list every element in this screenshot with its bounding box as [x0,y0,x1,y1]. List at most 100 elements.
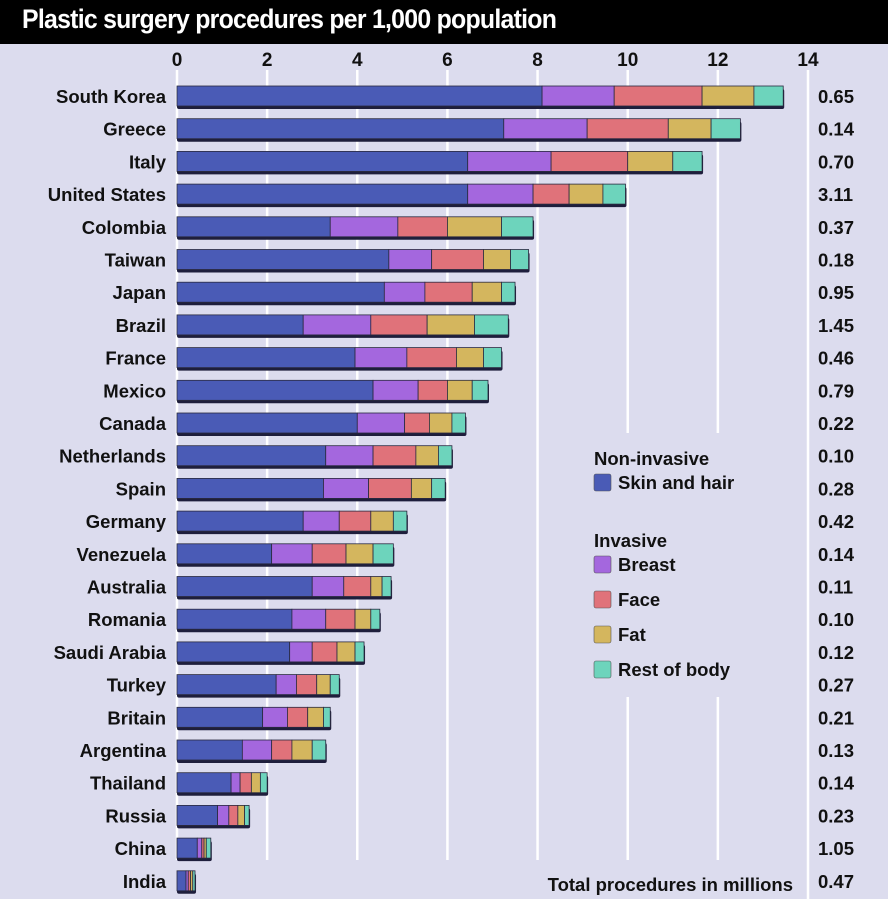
bar-segment-rest-of-body [753,85,784,107]
bar-segment-face [325,608,356,630]
bar-segment-rest-of-body [372,543,394,565]
category-label: Canada [99,413,167,434]
bar-segment-skin-and-hair [176,510,304,532]
bar-segment-breast [467,150,552,172]
total-label: 0.18 [818,250,854,271]
total-label: 0.14 [818,773,855,794]
category-label: United States [48,184,166,205]
category-label: South Korea [56,86,167,107]
bar-segment-fat [336,641,356,663]
bar-segment-rest-of-body [205,837,212,859]
bar-segment-face [613,85,703,107]
bar-segment-face [311,641,338,663]
bar-segment-face [338,510,372,532]
bar-segment-face [404,412,430,434]
bar-segment-face [311,543,347,565]
totals-caption: Total procedures in millions [548,874,793,895]
total-label: 0.10 [818,446,854,467]
total-label: 0.23 [818,805,854,826]
bar-segment-rest-of-body [501,281,516,303]
bar-segment-breast [325,445,374,467]
bar-segment-skin-and-hair [176,641,291,663]
bar-segment-face [417,379,448,401]
bar-segment-fat [667,118,712,140]
bar-segment-breast [311,576,345,597]
bar-segment-breast [356,412,406,434]
legend-swatch [593,660,612,679]
bar-segment-breast [230,772,241,794]
total-label: 0.28 [818,478,854,499]
bar-segment-skin-and-hair [176,249,390,270]
x-tick-label: 14 [797,50,819,71]
bar-segment-face [228,805,239,826]
x-tick-label: 2 [262,50,273,71]
bar-segment-rest-of-body [392,510,408,532]
total-label: 0.46 [818,348,854,369]
total-label: 0.14 [818,119,855,140]
bar-segment-breast [372,379,419,401]
category-label: China [115,838,167,859]
category-label: Venezuela [77,544,167,565]
bar-segment-skin-and-hair [176,772,232,794]
legend-swatch [593,473,612,492]
total-label: 0.47 [818,871,854,892]
bar-segment-fat [483,249,511,270]
legend-item: Face [618,589,660,610]
bar-segment-breast [302,314,372,336]
bar-segment-rest-of-body [501,216,534,238]
bar-segment-rest-of-body [323,706,331,728]
total-label: 0.14 [818,544,855,565]
total-label: 0.11 [818,577,853,598]
bar-segment-face [406,347,457,369]
bar-segment-rest-of-body [354,641,365,663]
category-label: Brazil [116,315,166,336]
legend-item: Skin and hair [618,472,734,493]
bar-segment-fat [471,281,502,303]
bar-segment-fat [237,805,246,826]
bar-segment-face [397,216,448,238]
bar-segment-rest-of-body [483,347,502,369]
title-bar: Plastic surgery procedures per 1,000 pop… [0,0,888,44]
category-label: Mexico [103,380,166,401]
bar-segment-skin-and-hair [176,150,469,172]
bar-segment-rest-of-body [474,314,509,336]
category-label: Australia [87,577,167,598]
category-label: Britain [107,707,166,728]
bar-segment-face [532,183,570,205]
bar-segment-rest-of-body [370,608,381,630]
x-tick-label: 8 [532,50,543,71]
legend-swatch [593,590,612,609]
category-label: Germany [86,511,167,532]
category-label: Netherlands [59,446,166,467]
total-label: 1.45 [818,315,854,336]
bar-segment-skin-and-hair [176,379,374,401]
bar-segment-fat [426,314,475,336]
bar-segment-breast [541,85,615,107]
bar-segment-skin-and-hair [176,477,324,499]
category-label: Turkey [107,675,167,696]
bar-segment-skin-and-hair [176,85,543,107]
bar-segment-rest-of-body [451,412,466,434]
bar-segment-fat [354,608,372,630]
bar-segment-fat [456,347,484,369]
bar-segment-breast [275,674,297,695]
bar-segment-face [287,706,309,728]
bar-segment-skin-and-hair [176,183,469,205]
bar-segment-fat [370,576,383,597]
category-label: Spain [116,478,166,499]
bar-segment-skin-and-hair [176,216,331,238]
category-label: Greece [103,119,166,140]
category-label: Argentina [80,740,167,761]
bar-segment-breast [217,805,230,826]
bar-segment-breast [354,347,408,369]
bar-segment-fat [428,412,453,434]
bar-segment-rest-of-body [192,870,196,892]
legend-heading: Invasive [594,530,667,551]
bar-segment-face [372,445,417,467]
bar-segment-skin-and-hair [176,706,264,728]
bar-segment-face [271,739,293,761]
total-label: 0.10 [818,609,854,630]
total-label: 0.22 [818,413,854,434]
bar-segment-breast [388,249,433,270]
